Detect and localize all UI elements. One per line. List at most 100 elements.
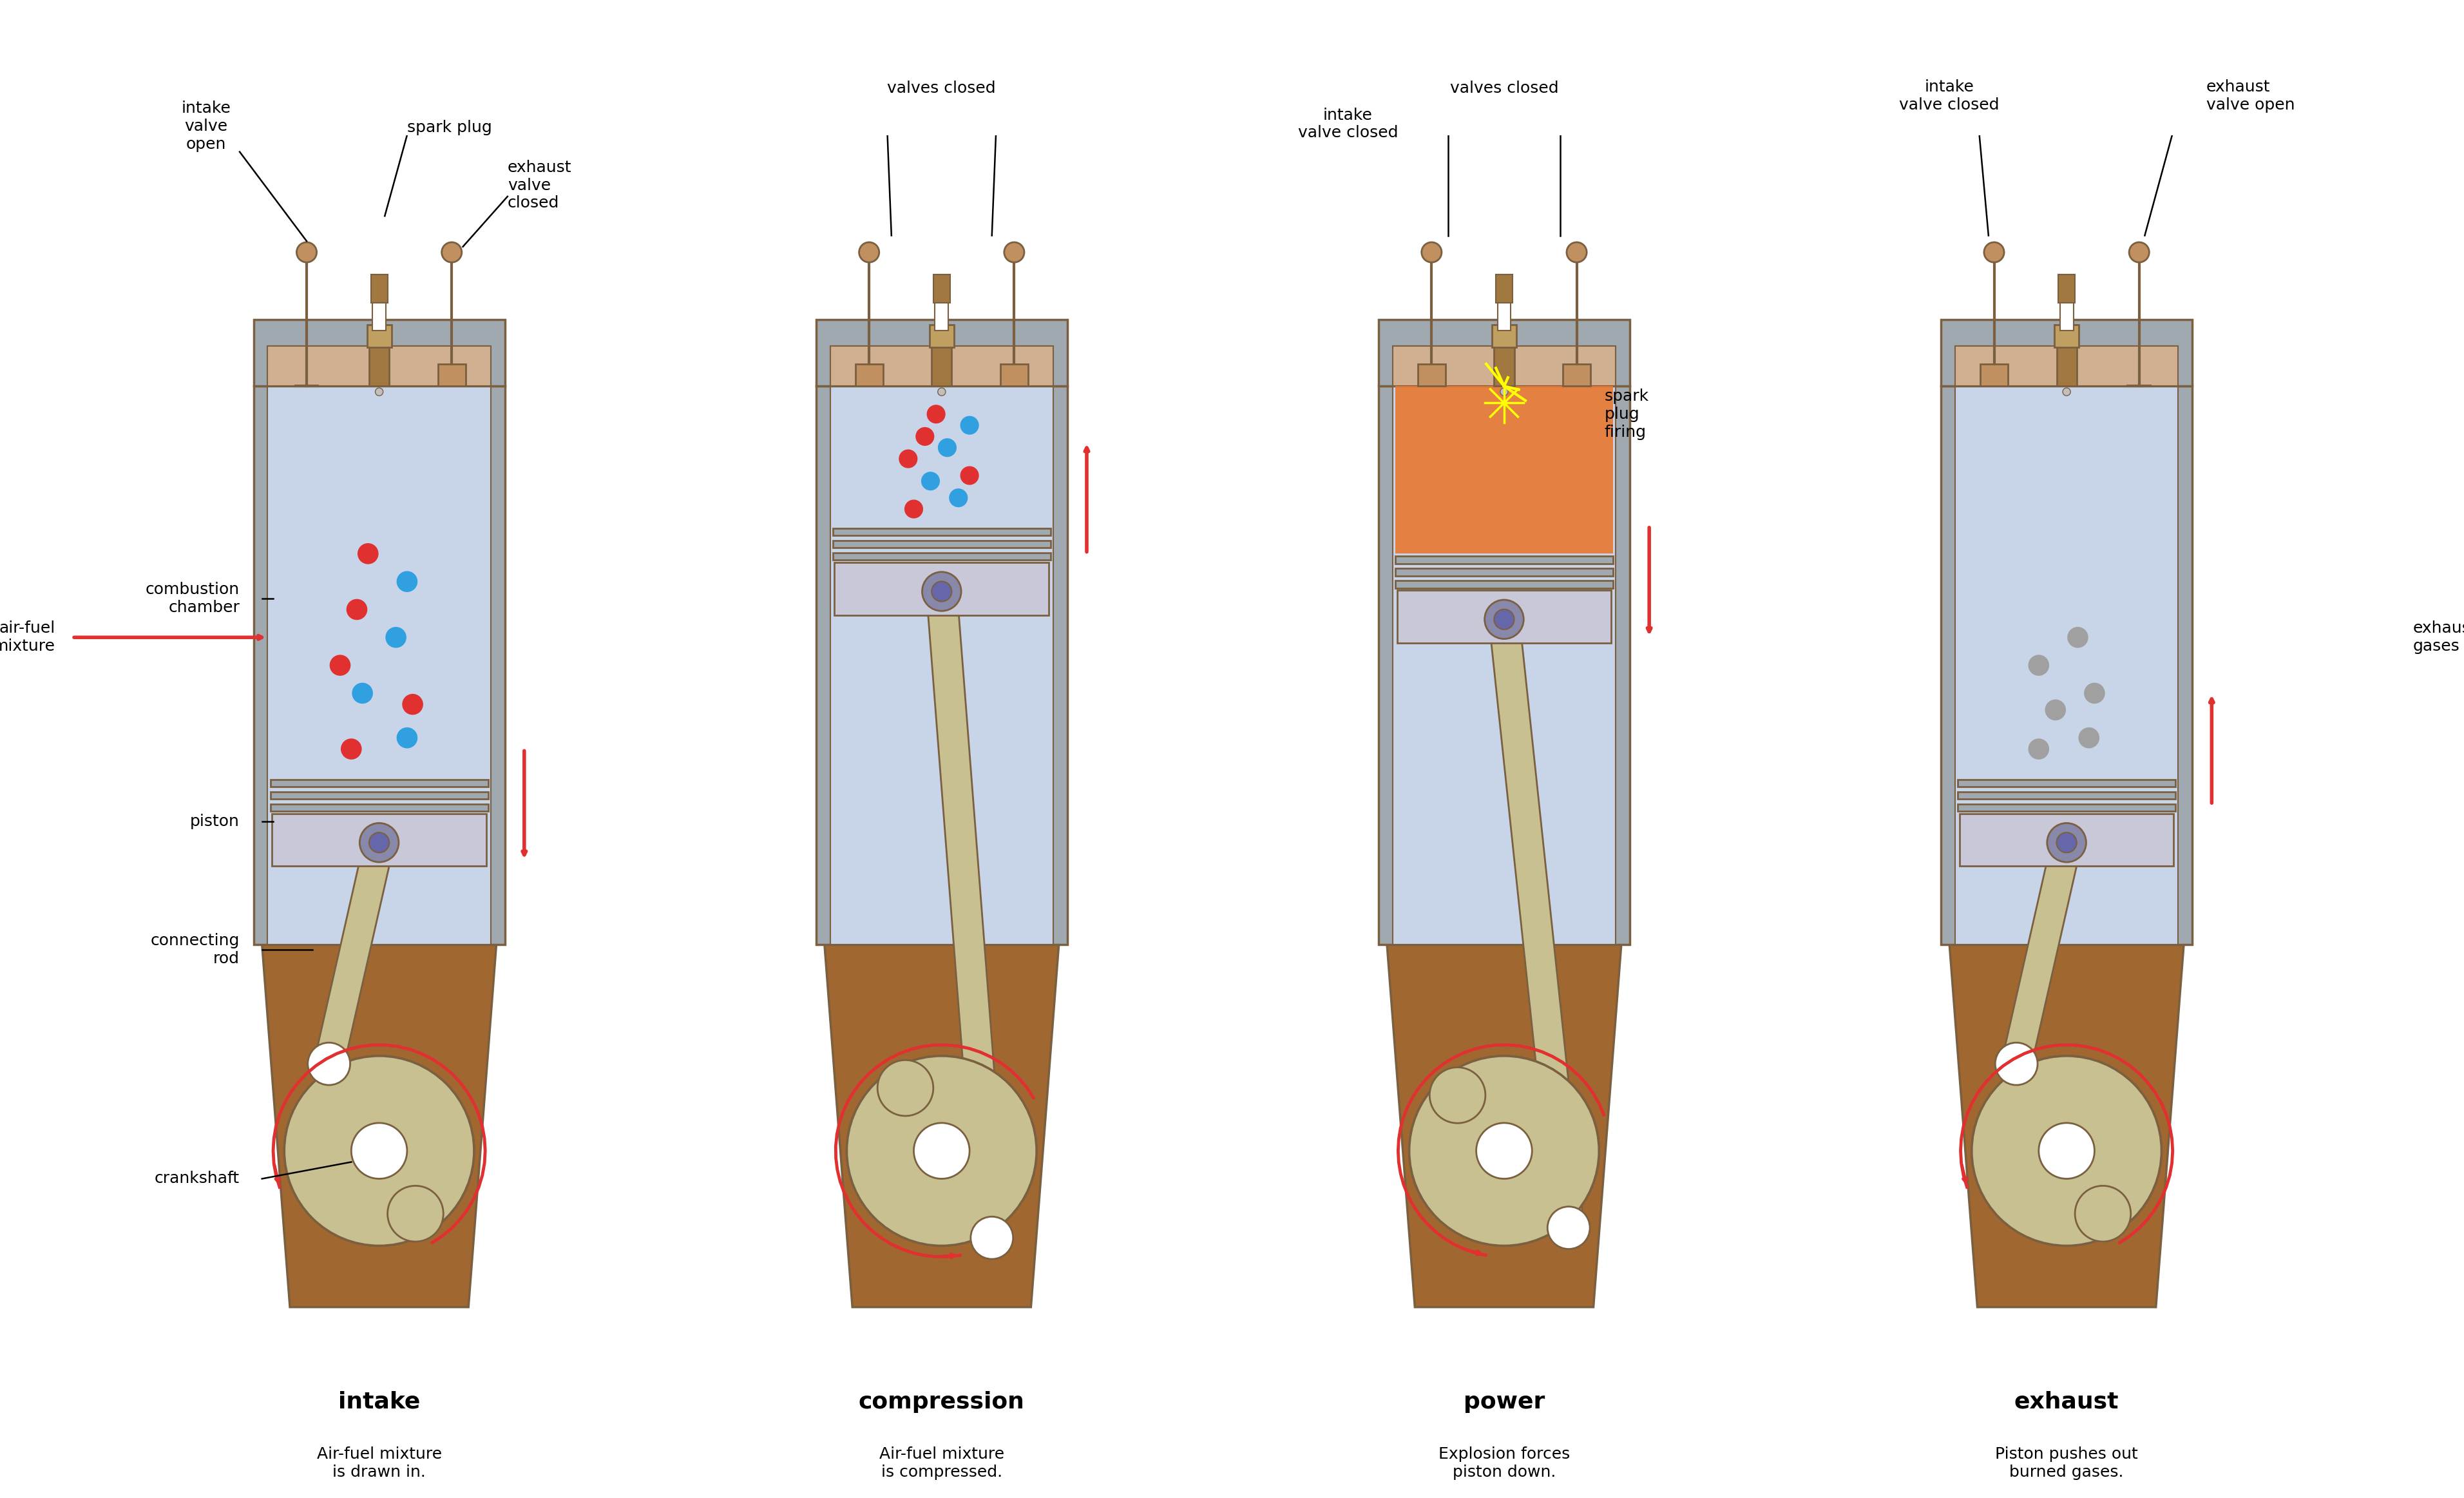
Bar [370,331,389,386]
Circle shape [1429,1068,1486,1124]
Circle shape [1422,243,1441,262]
Text: power: power [1464,1390,1545,1413]
Wedge shape [848,1056,1037,1246]
Polygon shape [2001,842,2082,1064]
Circle shape [914,1124,968,1179]
Circle shape [899,449,917,467]
Circle shape [1493,610,1515,629]
Text: Air-fuel mixture
is compressed.: Air-fuel mixture is compressed. [880,1447,1005,1480]
Bar [830,386,1052,944]
Circle shape [904,500,922,518]
Circle shape [926,404,946,422]
Circle shape [2045,700,2065,721]
Circle shape [922,572,961,611]
Text: intake
valve closed: intake valve closed [1900,79,1998,112]
Circle shape [283,1056,473,1246]
Bar [833,529,1050,536]
Bar [1397,590,1611,643]
Circle shape [848,1056,1037,1246]
Circle shape [1567,243,1587,262]
Circle shape [1501,388,1508,395]
Circle shape [917,427,934,445]
Bar [1392,386,1616,944]
Circle shape [308,1043,350,1085]
Circle shape [1984,243,2003,262]
Circle shape [877,1061,934,1116]
Circle shape [2129,243,2149,262]
Text: Piston pushes out
burned gases.: Piston pushes out burned gases. [1996,1447,2139,1480]
Circle shape [1005,243,1025,262]
Circle shape [887,1095,998,1207]
Bar [833,541,1050,548]
Bar [934,297,949,331]
Text: compression: compression [857,1390,1025,1413]
Bar [1498,297,1510,331]
Circle shape [387,1186,444,1242]
Circle shape [347,599,367,620]
Circle shape [375,388,382,395]
Wedge shape [283,1056,473,1246]
Bar [1942,386,2193,944]
Circle shape [931,581,951,602]
Text: exhaust
gases: exhaust gases [2412,620,2464,655]
Circle shape [323,1095,436,1207]
Bar [271,779,488,786]
Text: intake
valve closed: intake valve closed [1299,108,1397,141]
Bar [833,553,1050,560]
Circle shape [1486,599,1523,638]
Bar [254,386,505,944]
Bar [1959,779,2176,786]
Bar [2055,325,2080,348]
Circle shape [340,739,362,759]
Text: combustion
chamber: combustion chamber [145,581,239,616]
Text: exhaust
valve open: exhaust valve open [2205,79,2294,112]
Bar [370,274,387,303]
Bar [1395,568,1614,575]
Circle shape [971,1216,1013,1258]
Circle shape [441,243,461,262]
Circle shape [1996,1043,2038,1085]
Wedge shape [1409,1056,1599,1246]
Bar [1491,325,1515,348]
Bar [367,325,392,348]
Polygon shape [1387,944,1621,1308]
Bar [2057,331,2077,386]
Circle shape [2057,833,2077,852]
Bar [1392,346,1616,386]
Bar [1377,386,1629,944]
Bar [1959,791,2176,798]
Circle shape [2075,1186,2131,1242]
Circle shape [860,243,880,262]
Circle shape [2062,388,2070,395]
Circle shape [397,728,416,748]
Circle shape [330,655,350,676]
Bar [1395,556,1614,563]
Circle shape [922,472,939,490]
Circle shape [370,833,389,852]
Circle shape [939,388,946,395]
Circle shape [357,544,377,563]
Bar [816,319,1067,386]
Text: exhaust
valve
closed: exhaust valve closed [508,160,572,211]
Text: intake: intake [338,1390,421,1413]
Bar [1395,581,1614,589]
Bar [1496,274,1513,303]
Circle shape [2067,628,2087,647]
Circle shape [1409,1056,1599,1246]
Polygon shape [313,842,394,1064]
Circle shape [939,439,956,457]
Bar [1959,813,2173,866]
Circle shape [1449,1095,1560,1207]
Text: air-fuel
mixture: air-fuel mixture [0,620,57,655]
Circle shape [387,628,407,647]
Text: Air-fuel mixture
is drawn in.: Air-fuel mixture is drawn in. [318,1447,441,1480]
Bar [830,346,1052,386]
Wedge shape [1971,1056,2161,1246]
Circle shape [2048,822,2087,863]
Circle shape [949,488,968,506]
Bar [271,804,488,812]
Polygon shape [1949,944,2183,1308]
Bar [1377,319,1629,386]
Bar [931,331,951,386]
Circle shape [352,683,372,703]
